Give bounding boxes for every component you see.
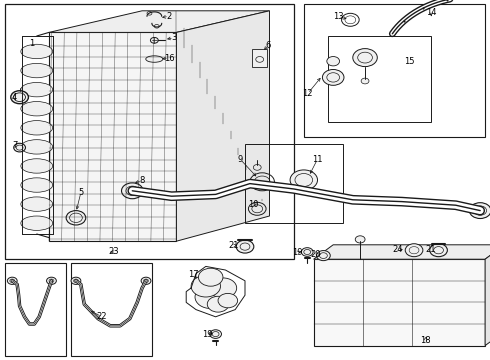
Bar [328, 36, 431, 122]
Bar [71, 263, 152, 356]
Bar [5, 4, 294, 259]
Text: 2: 2 [167, 12, 172, 21]
Circle shape [322, 69, 344, 85]
Circle shape [405, 244, 423, 257]
Bar [245, 144, 343, 223]
Circle shape [14, 143, 25, 152]
Text: 20: 20 [311, 251, 321, 259]
Text: 7: 7 [12, 141, 17, 150]
Circle shape [361, 78, 369, 84]
Ellipse shape [21, 159, 53, 173]
Bar [314, 259, 485, 346]
Text: 4: 4 [12, 93, 17, 102]
Text: 18: 18 [420, 336, 431, 345]
Text: 5: 5 [78, 188, 83, 197]
Text: 13: 13 [333, 12, 343, 21]
Circle shape [210, 330, 221, 338]
Bar [252, 49, 267, 67]
Circle shape [290, 170, 318, 190]
Text: 3: 3 [172, 33, 176, 42]
Ellipse shape [21, 44, 53, 59]
Circle shape [430, 244, 447, 257]
Circle shape [236, 240, 254, 253]
Circle shape [7, 277, 17, 284]
Circle shape [469, 203, 490, 219]
Polygon shape [176, 11, 270, 241]
Ellipse shape [21, 178, 53, 192]
Polygon shape [485, 245, 490, 346]
Circle shape [195, 285, 226, 309]
Ellipse shape [21, 197, 53, 211]
Circle shape [355, 236, 365, 243]
Polygon shape [49, 32, 176, 241]
Bar [5, 263, 66, 356]
Ellipse shape [21, 63, 53, 78]
Text: 17: 17 [188, 270, 199, 279]
Polygon shape [49, 11, 270, 32]
Bar [304, 4, 485, 137]
Circle shape [353, 49, 377, 67]
Ellipse shape [21, 140, 53, 154]
Text: 10: 10 [248, 200, 259, 209]
Text: 6: 6 [266, 40, 271, 49]
Circle shape [198, 268, 223, 286]
Text: 19: 19 [292, 248, 303, 257]
Text: 9: 9 [238, 154, 243, 163]
Text: 12: 12 [302, 89, 313, 98]
Circle shape [11, 91, 28, 104]
Text: 8: 8 [140, 176, 145, 185]
Circle shape [150, 37, 158, 43]
Circle shape [122, 183, 143, 199]
Text: 11: 11 [312, 154, 323, 163]
Circle shape [47, 277, 56, 284]
Circle shape [66, 211, 86, 225]
Text: 23: 23 [108, 248, 119, 256]
Circle shape [209, 278, 237, 298]
Ellipse shape [21, 121, 53, 135]
Circle shape [71, 277, 81, 284]
Circle shape [191, 275, 220, 297]
Ellipse shape [21, 216, 53, 230]
Ellipse shape [146, 56, 163, 62]
Text: 24: 24 [392, 245, 403, 254]
Text: 1: 1 [29, 39, 34, 48]
Polygon shape [314, 245, 490, 259]
Circle shape [207, 296, 229, 312]
Text: 14: 14 [426, 8, 437, 17]
Circle shape [327, 57, 340, 66]
Circle shape [218, 293, 238, 308]
Circle shape [301, 248, 313, 256]
Circle shape [141, 277, 151, 284]
Ellipse shape [21, 82, 53, 97]
Text: 22: 22 [97, 312, 107, 321]
Text: 15: 15 [404, 57, 415, 66]
Text: 21: 21 [228, 241, 239, 250]
Text: 16: 16 [164, 54, 174, 63]
Ellipse shape [21, 102, 53, 116]
Text: 21: 21 [425, 245, 436, 253]
Text: 19: 19 [202, 330, 213, 339]
Circle shape [317, 251, 330, 261]
